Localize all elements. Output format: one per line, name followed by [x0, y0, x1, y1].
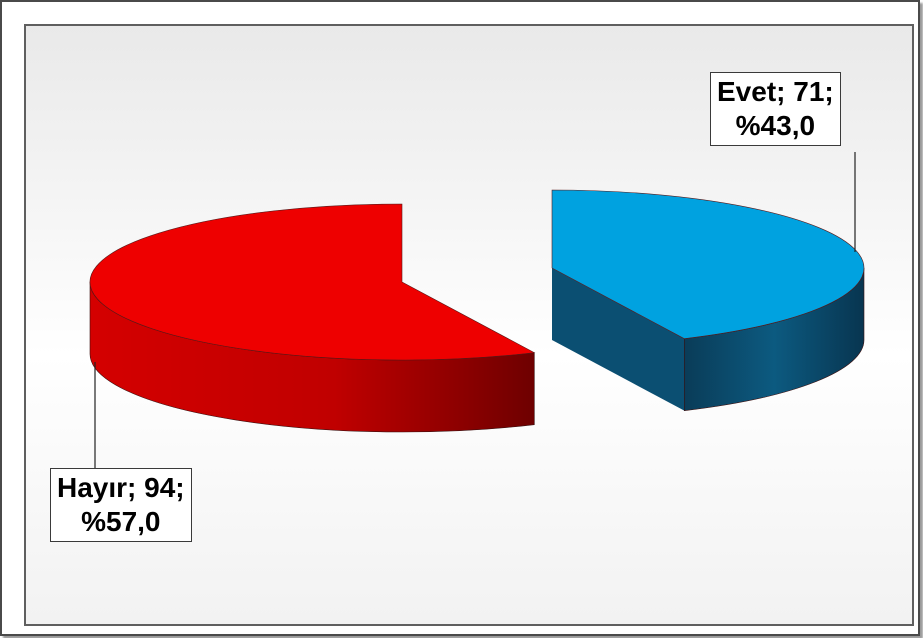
pie-slice-hayir — [89, 203, 536, 361]
data-label-evet-line1: Evet; 71; — [717, 76, 834, 107]
data-label-hayir-line2: %57,0 — [81, 506, 161, 537]
pie-slice-evet-wall-1 — [552, 268, 685, 411]
data-label-hayir: Hayır; 94; %57,0 — [50, 468, 192, 542]
data-label-hayir-line1: Hayır; 94; — [57, 472, 185, 503]
data-label-evet: Evet; 71; %43,0 — [710, 72, 841, 146]
pie-slice-evet — [551, 189, 865, 339]
data-label-evet-line2: %43,0 — [735, 110, 816, 141]
